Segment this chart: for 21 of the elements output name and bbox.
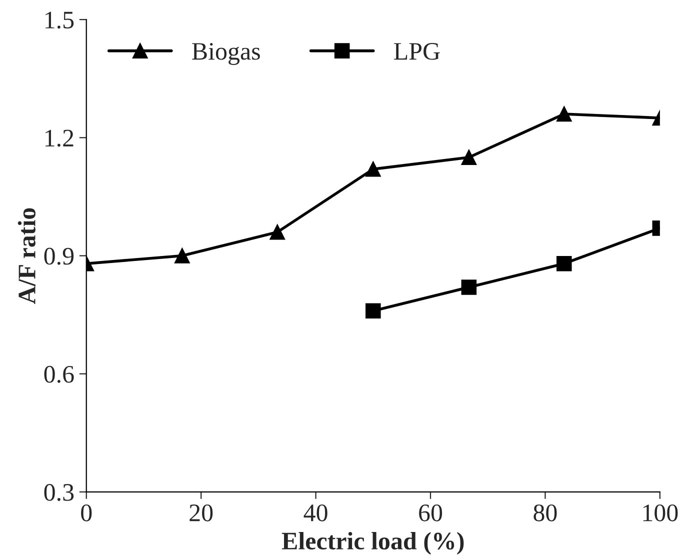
x-tick-label: 80 (534, 504, 557, 522)
x-tick-label: 100 (643, 504, 678, 522)
point (556, 256, 572, 272)
y-tick-label: 1.5 (46, 12, 74, 29)
y-tick-label: 0.6 (44, 366, 74, 383)
x-tick-label: 60 (419, 504, 442, 522)
legend-label: Biogas (192, 43, 260, 65)
y-tick-label: 0.9 (44, 248, 74, 265)
x-tick-label: 0 (81, 504, 92, 522)
y-tick-label: 1.2 (46, 130, 74, 147)
y-axis-title: A/F ratio (18, 208, 36, 304)
point (366, 162, 381, 177)
y-tick-label: 0.3 (44, 484, 74, 501)
legend-label: LPG (394, 43, 440, 60)
point (461, 150, 477, 165)
x-tick-label: 40 (304, 504, 328, 522)
point (556, 106, 572, 122)
point (366, 303, 381, 318)
point (461, 280, 477, 295)
x-tick-label: 20 (190, 504, 213, 522)
x-axis-title: Electric load (%) (282, 532, 464, 555)
